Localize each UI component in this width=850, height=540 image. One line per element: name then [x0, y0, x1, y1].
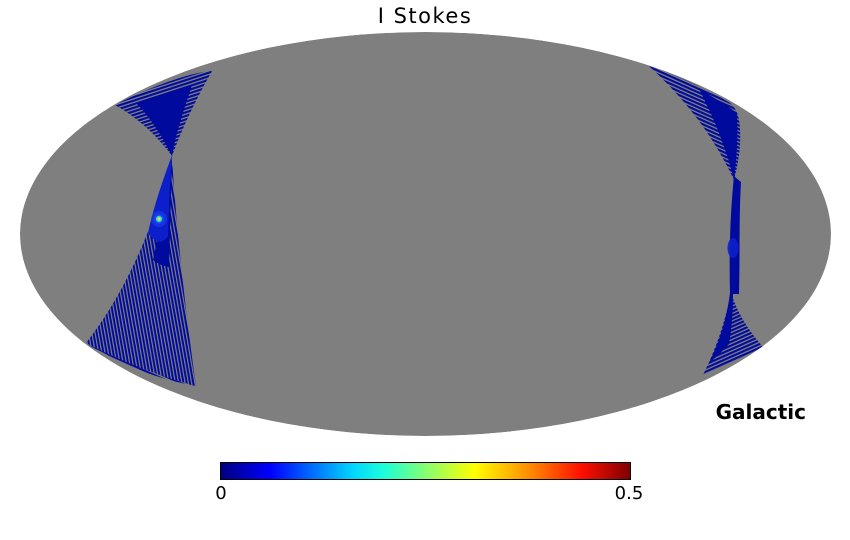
- colorbar-max-label: 0.5: [614, 483, 644, 504]
- scan-region-right-top-core: [699, 89, 738, 180]
- plot-title: I Stokes: [377, 4, 473, 28]
- scan-region-right-stream: [729, 176, 741, 294]
- scan-region-right-lower-core: [709, 293, 733, 363]
- coordinate-label: Galactic: [715, 400, 806, 424]
- mollweide-map: [20, 32, 831, 436]
- scan-region-left-top-core: [136, 85, 192, 156]
- point-source: [151, 211, 167, 227]
- map-background: [20, 32, 831, 436]
- scan-region-right-bright-patch: [727, 238, 739, 258]
- colorbar-min-label: 0: [215, 483, 227, 504]
- colorbar: [220, 462, 631, 480]
- colorbar-gradient: [221, 463, 630, 479]
